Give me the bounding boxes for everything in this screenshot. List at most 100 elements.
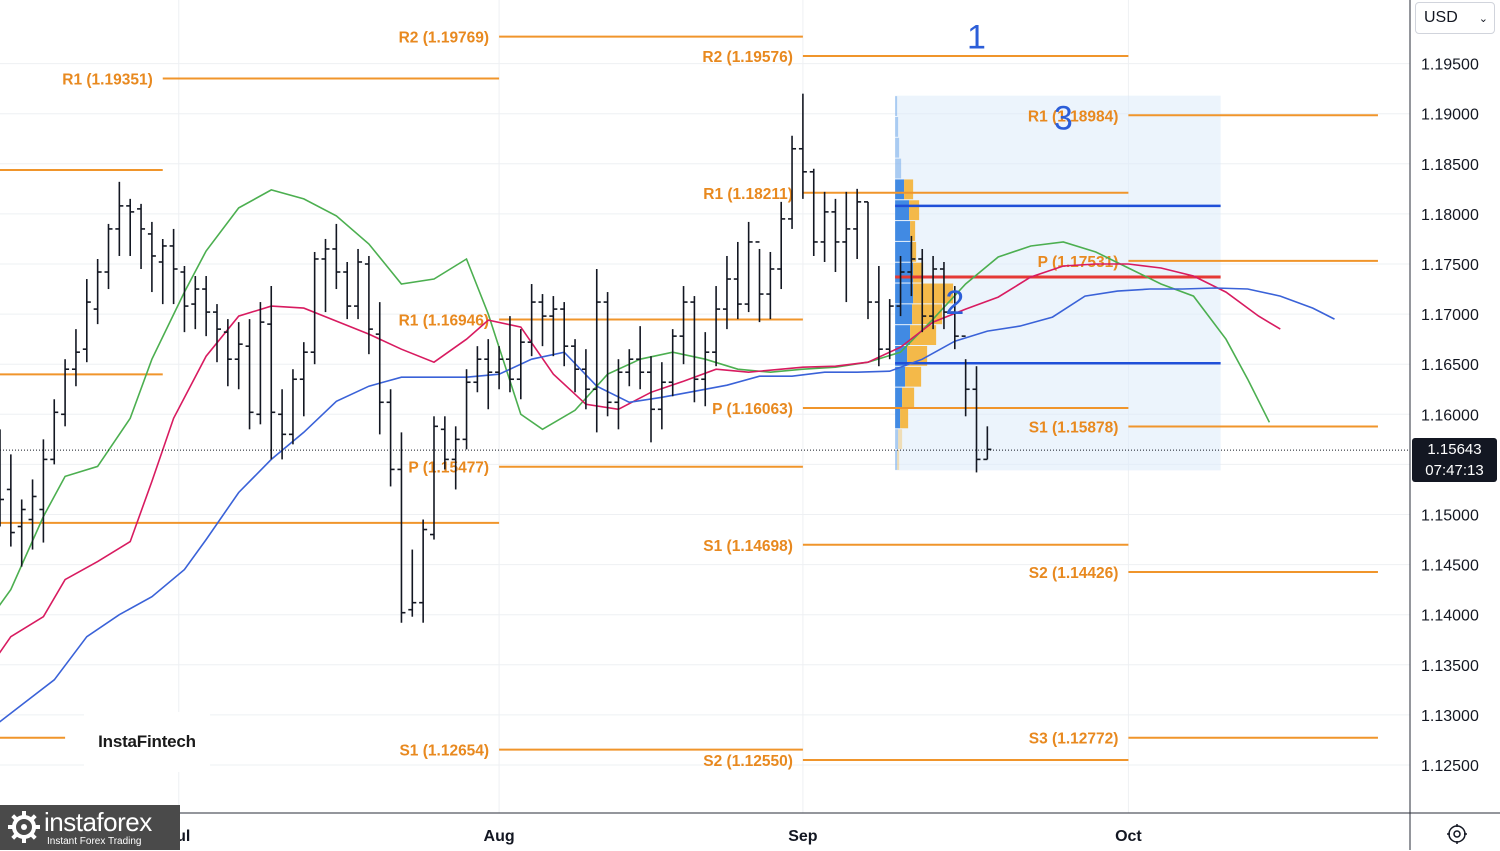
price-tick-label: 1.18000 (1421, 207, 1479, 224)
volume-profile-bar (895, 429, 899, 450)
instafintech-watermark: InstaFintech (84, 712, 210, 772)
wave-count-label: 2 (945, 284, 964, 322)
price-tick-label: 1.17500 (1421, 257, 1479, 274)
ohlc-bar (39, 439, 48, 543)
volume-profile-bar (912, 241, 917, 262)
ohlc-bar (104, 223, 113, 290)
pivot-level-label: R1 (1.18984) (1028, 108, 1118, 125)
ohlc-bar (473, 346, 482, 393)
bar-countdown: 07:47:13 (1425, 462, 1484, 479)
last-price-badge: 1.15643 07:47:13 (1412, 438, 1497, 482)
instaforex-logo: instaforex Instant Forex Trading (0, 805, 180, 850)
volume-profile-bar (895, 283, 914, 304)
pivot-level-label: S1 (1.14698) (703, 538, 793, 555)
ohlc-bar (61, 359, 70, 427)
currency-select[interactable]: USD ⌄ (1415, 2, 1495, 34)
price-tick-label: 1.16000 (1421, 407, 1479, 424)
ohlc-bar (126, 198, 135, 256)
volume-profile-bar (907, 345, 928, 366)
instaforex-gear-icon (8, 811, 40, 843)
volume-profile-bar (897, 450, 900, 470)
ohlc-bar (354, 248, 363, 320)
ohlc-bar (722, 255, 731, 330)
volume-profile-bar (895, 241, 913, 262)
volume-profile-bar (895, 179, 905, 200)
volume-profile-bar (912, 304, 943, 325)
ohlc-bar (82, 279, 91, 363)
pivot-level-label: R2 (1.19576) (702, 49, 792, 66)
volume-profile-bar (895, 366, 906, 387)
ohlc-bar (169, 228, 178, 305)
ohlc-bar (777, 201, 786, 290)
price-tick-label: 1.12500 (1421, 758, 1479, 775)
ohlc-bar (603, 292, 612, 417)
settings-icon[interactable] (1445, 822, 1469, 846)
ohlc-bar (408, 549, 417, 617)
ohlc-bar (245, 319, 254, 430)
wave-labels: 1 2 3 (945, 19, 1072, 323)
ohlc-bar (386, 389, 395, 487)
wave-count-label: 1 (967, 19, 986, 57)
month-tick-label: Oct (1115, 828, 1142, 845)
ohlc-bar (679, 286, 688, 365)
ohlc-bar (115, 181, 124, 256)
ohlc-bar (278, 389, 287, 460)
ohlc-bar (625, 349, 634, 387)
ohlc-bar (972, 366, 981, 473)
ohlc-bar (484, 339, 493, 410)
wave-count-label: 3 (1054, 100, 1073, 138)
price-tick-label: 1.18500 (1421, 157, 1479, 174)
ohlc-bar (744, 221, 753, 313)
ohlc-bar (321, 238, 330, 313)
pivot-level-label: S2 (1.14426) (1029, 565, 1119, 582)
ohlc-bar (571, 339, 580, 393)
last-price-value: 1.15643 (1427, 441, 1482, 458)
ohlc-bar (267, 286, 276, 460)
month-tick-label: Aug (484, 828, 515, 845)
ohlc-bar (820, 191, 829, 262)
ohlc-bar (451, 426, 460, 490)
volume-profile-bar (904, 179, 914, 200)
pivot-level-label: P (1.17531) (1038, 254, 1119, 271)
ohlc-bar (560, 302, 569, 367)
volume-profile-bar (898, 429, 903, 450)
ohlc-bar (939, 261, 948, 330)
logo-tagline: Instant Forex Trading (47, 836, 142, 847)
ohlc-bar (527, 284, 536, 357)
ohlc-bar (93, 258, 102, 325)
ohlc-bar (310, 251, 319, 365)
pivot-level-label: S3 (1.12772) (1029, 731, 1119, 748)
ohlc-bar (592, 269, 601, 433)
ohlc-bar (538, 294, 547, 347)
ohlc-bar (581, 349, 590, 410)
ohlc-bar (885, 299, 894, 360)
volume-profile-bar (900, 408, 909, 429)
watermark-brand: InstaFintech (98, 732, 196, 751)
ohlc-bar (929, 255, 938, 330)
volume-profile-bar (895, 137, 900, 158)
price-tick-label: 1.17000 (1421, 307, 1479, 324)
pivot-level-label: S1 (1.12654) (399, 743, 489, 760)
ohlc-bar (983, 426, 992, 461)
ohlc-bar (6, 454, 15, 547)
pivot-level-label: P (1.15477) (408, 460, 489, 477)
ohlc-bar (690, 296, 699, 403)
volume-profile-bar (895, 345, 908, 366)
volume-profile-bar (895, 450, 898, 470)
ohlc-bar (636, 326, 645, 390)
volume-profile-bar (895, 304, 913, 325)
volume-profile-bar (895, 387, 903, 408)
ohlc-bar (375, 302, 384, 435)
volume-profile-bar (910, 325, 937, 345)
pivot-level-label: R1 (1.16946) (399, 313, 489, 330)
month-tick-label: Sep (788, 828, 818, 845)
ohlc-bar (158, 238, 167, 305)
ohlc-bar (853, 188, 862, 259)
price-tick-label: 1.19500 (1421, 57, 1479, 74)
price-tick-label: 1.13000 (1421, 708, 1479, 725)
price-tick-label: 1.14000 (1421, 608, 1479, 625)
ohlc-bar (71, 329, 80, 387)
ohlc-bar (712, 286, 721, 367)
